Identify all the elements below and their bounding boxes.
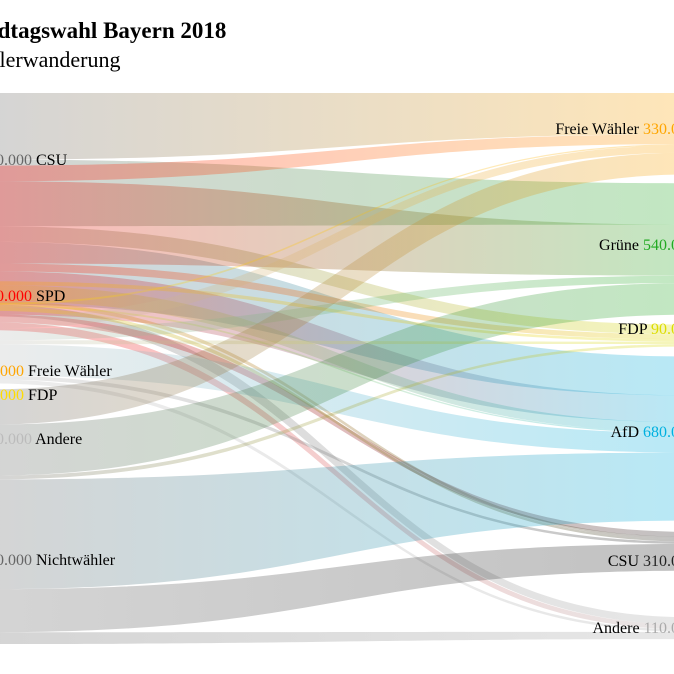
target-csu_tgt-name: CSU xyxy=(608,553,643,570)
target-gruene_tgt-label: Grüne 540.000 xyxy=(599,237,674,254)
node-labels: 170.000 CSU 280.000 SPD 40.000 Freie Wähle… xyxy=(0,121,674,637)
target-csu_tgt-value: 310.000 xyxy=(643,553,674,570)
target-gruene_tgt-value: 540.000 xyxy=(643,237,674,254)
flow-nw_src-to-fdp_tgt xyxy=(0,344,674,480)
flow-nw_src-to-andere_tgt xyxy=(0,631,674,644)
target-andere_tgt-name: Andere xyxy=(593,620,644,637)
flow-csu_src-to-afd_tgt xyxy=(0,241,674,396)
source-andere_src-name: Andere xyxy=(32,431,82,448)
source-csu_src-name: CSU xyxy=(32,152,68,169)
source-andere_src-label: 170.000 Andere xyxy=(0,431,82,448)
target-afd_tgt-label: AfD 680.000 xyxy=(611,424,674,441)
flow-andere_src-to-fw_tgt xyxy=(0,145,674,329)
flow-andere_src-to-csu_tgt xyxy=(0,375,674,544)
source-spd_src-name: SPD xyxy=(32,288,65,305)
target-afd_tgt-value: 680.000 xyxy=(643,424,674,441)
flow-fdp_src-to-csu_tgt xyxy=(0,307,674,542)
chart-title: Landtagswahl Bayern 2018 xyxy=(0,18,226,43)
chart-subtitle: Wählerwanderung xyxy=(0,47,120,72)
source-spd_src-label: 280.000 SPD xyxy=(0,288,65,305)
source-nw_src-label: 650.000 Nichtwähler xyxy=(0,552,116,569)
source-nw_src-value: 650.000 xyxy=(0,552,32,569)
source-fdp_src-label: 20.000 FDP xyxy=(0,387,57,404)
target-fw_tgt-value: 330.000 xyxy=(643,121,674,138)
flow-csu_src-to-fw_tgt xyxy=(0,92,674,160)
source-fdp_src-name: FDP xyxy=(24,387,57,404)
source-fw_src-name: Freie Wähler xyxy=(24,363,112,380)
target-andere_tgt-value: 110.000 xyxy=(644,620,674,637)
target-afd_tgt-name: AfD xyxy=(611,424,643,441)
flow-links xyxy=(0,92,674,644)
flow-spd_src-to-csu_tgt xyxy=(0,314,674,537)
source-csu_src-value: 170.000 xyxy=(0,152,32,169)
flow-csu_src-to-andere_tgt xyxy=(0,304,674,625)
source-spd_src-value: 280.000 xyxy=(0,288,32,305)
target-fw_tgt-label: Freie Wähler 330.000 xyxy=(555,121,674,138)
source-nw_src-name: Nichtwähler xyxy=(32,552,116,569)
target-gruene_tgt-name: Grüne xyxy=(599,237,643,254)
flow-nw_src-to-gruene_tgt xyxy=(0,283,674,476)
flow-andere_src-to-gruene_tgt xyxy=(0,275,674,341)
source-fdp_src-value: 20.000 xyxy=(0,387,24,404)
flow-nw_src-to-afd_tgt xyxy=(0,452,674,590)
flow-andere_src-to-fdp_tgt xyxy=(0,340,674,345)
source-andere_src-value: 170.000 xyxy=(0,431,32,448)
target-fw_tgt-name: Freie Wähler xyxy=(555,121,643,138)
target-csu_tgt-label: CSU 310.000 xyxy=(608,553,674,570)
source-csu_src-label: 170.000 CSU xyxy=(0,152,68,169)
flow-nw_src-to-fw_tgt xyxy=(0,152,674,425)
flow-spd_src-to-fw_tgt xyxy=(0,134,674,182)
flow-fw_src-to-csu_tgt xyxy=(0,301,674,539)
target-fdp_tgt-value: 90.000 xyxy=(651,321,674,338)
source-fw_src-label: 40.000 Freie Wähler xyxy=(0,363,112,380)
target-fdp_tgt-name: FDP xyxy=(618,321,651,338)
source-fw_src-value: 40.000 xyxy=(0,363,24,380)
flow-spd_src-to-gruene_tgt xyxy=(0,181,674,276)
flow-nw_src-to-csu_tgt xyxy=(0,544,674,633)
target-fdp_tgt-label: FDP 90.000 xyxy=(618,321,674,338)
target-andere_tgt-label: Andere 110.000 xyxy=(593,620,674,637)
